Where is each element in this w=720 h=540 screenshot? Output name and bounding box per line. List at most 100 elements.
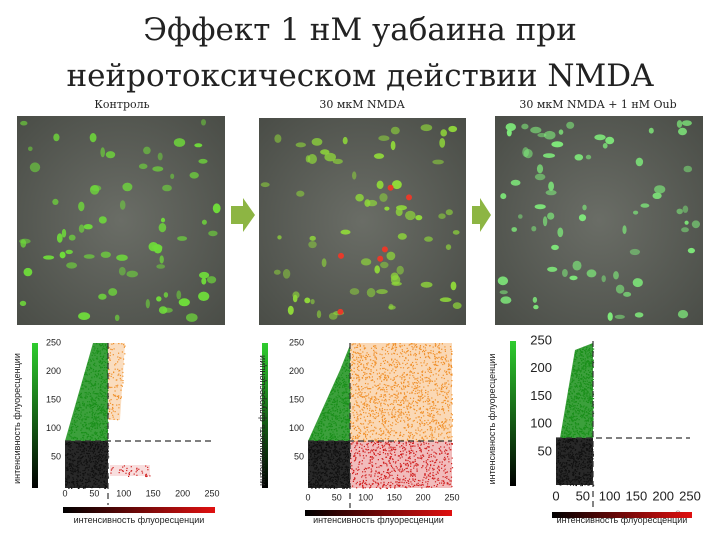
scatter-dot xyxy=(365,377,366,378)
scatter-dot xyxy=(117,396,118,397)
scatter-dot xyxy=(335,454,336,455)
scatter-dot xyxy=(95,398,96,399)
scatter-dot xyxy=(93,400,94,401)
scatter-dot xyxy=(66,444,67,445)
scatter-dot xyxy=(432,477,433,478)
scatter-dot xyxy=(81,397,82,398)
cell xyxy=(451,282,457,291)
scatter-dot xyxy=(326,438,327,439)
scatter-dot xyxy=(410,481,411,482)
scatter-dot xyxy=(409,419,410,420)
scatter-dot xyxy=(78,408,79,409)
scatter-dot xyxy=(583,366,584,367)
x-tick-label: 100 xyxy=(358,492,373,502)
scatter-dot xyxy=(419,396,420,397)
scatter-dot xyxy=(308,482,309,483)
scatter-dot xyxy=(318,426,319,427)
scatter-dot xyxy=(330,413,331,414)
scatter-dot xyxy=(92,434,93,435)
scatter-dot xyxy=(94,465,95,466)
scatter-dot xyxy=(373,366,374,367)
cell xyxy=(498,276,508,285)
scatter-dot xyxy=(103,392,104,393)
scatter-dot xyxy=(430,434,431,435)
scatter-dot xyxy=(446,433,447,434)
scatter-dot xyxy=(438,436,439,437)
scatter-dot xyxy=(388,412,389,413)
scatter-dot xyxy=(341,418,342,419)
scatter-dot xyxy=(400,405,401,406)
scatter-dot xyxy=(83,449,84,450)
scatter-dot xyxy=(406,463,407,464)
scatter-dot xyxy=(352,473,353,474)
scatter-dot xyxy=(377,473,378,474)
scatter-dot xyxy=(309,459,310,460)
scatter-dot xyxy=(381,465,382,466)
scatter-dot xyxy=(382,417,383,418)
scatter-dot xyxy=(586,366,587,367)
scatter-dot xyxy=(320,478,321,479)
scatter-dot xyxy=(98,370,99,371)
scatter-dot xyxy=(337,474,338,475)
cell xyxy=(630,249,640,255)
scatter-dot xyxy=(147,467,148,468)
scatter-dot xyxy=(405,399,406,400)
scatter-dot xyxy=(336,467,337,468)
scatter-dot xyxy=(431,353,432,354)
scatter-dot xyxy=(99,456,100,457)
scatter-dot xyxy=(569,427,570,428)
scatter-dot xyxy=(580,389,581,390)
scatter-dot xyxy=(436,383,437,384)
scatter-dot xyxy=(335,387,336,388)
scatter-dot xyxy=(84,470,85,471)
scatter-dot xyxy=(337,401,338,402)
scatter-dot xyxy=(426,345,427,346)
scatter-dot xyxy=(352,361,353,362)
scatter-dot xyxy=(584,429,585,430)
scatter-dot xyxy=(409,414,410,415)
cell xyxy=(615,315,625,319)
scatter-dot xyxy=(406,454,407,455)
scatter-dot xyxy=(445,396,446,397)
scatter-dot xyxy=(393,408,394,409)
scatter-dot xyxy=(333,480,334,481)
scatter-dot xyxy=(363,423,364,424)
scatter-dot xyxy=(451,386,452,387)
scatter-dot xyxy=(343,405,344,406)
scatter-dot xyxy=(104,488,105,489)
scatter-dot xyxy=(412,478,413,479)
scatter-dot xyxy=(103,398,104,399)
scatter-dot xyxy=(442,408,443,409)
scatter-dot xyxy=(119,472,120,473)
scatter-dot xyxy=(448,384,449,385)
scatter-dot xyxy=(79,395,80,396)
cell xyxy=(524,149,533,158)
scatter-dot xyxy=(386,344,387,345)
scatter-dot xyxy=(346,445,347,446)
scatter-dot xyxy=(330,437,331,438)
scatter-dot xyxy=(409,436,410,437)
scatter-dot xyxy=(333,458,334,459)
scatter-dot xyxy=(344,439,345,440)
scatter-dot xyxy=(402,356,403,357)
scatter-dot xyxy=(377,373,378,374)
scatter-dot xyxy=(357,352,358,353)
scatter-dot xyxy=(334,451,335,452)
scatter-dot xyxy=(106,460,107,461)
scatter-dot xyxy=(415,465,416,466)
scatter-dot xyxy=(445,359,446,360)
scatter-dot xyxy=(414,372,415,373)
scatter-dot xyxy=(341,485,342,486)
scatter-dot xyxy=(397,481,398,482)
arrow xyxy=(231,198,255,232)
scatter-dot xyxy=(373,372,374,373)
scatter-dot xyxy=(358,436,359,437)
scatter-dot xyxy=(423,456,424,457)
scatter-dot xyxy=(376,357,377,358)
scatter-dot xyxy=(106,350,107,351)
scatter-dot xyxy=(77,486,78,487)
scatter-dot xyxy=(381,396,382,397)
scatter-dot xyxy=(435,361,436,362)
scatter-dot xyxy=(309,439,310,440)
scatter-dot xyxy=(433,351,434,352)
